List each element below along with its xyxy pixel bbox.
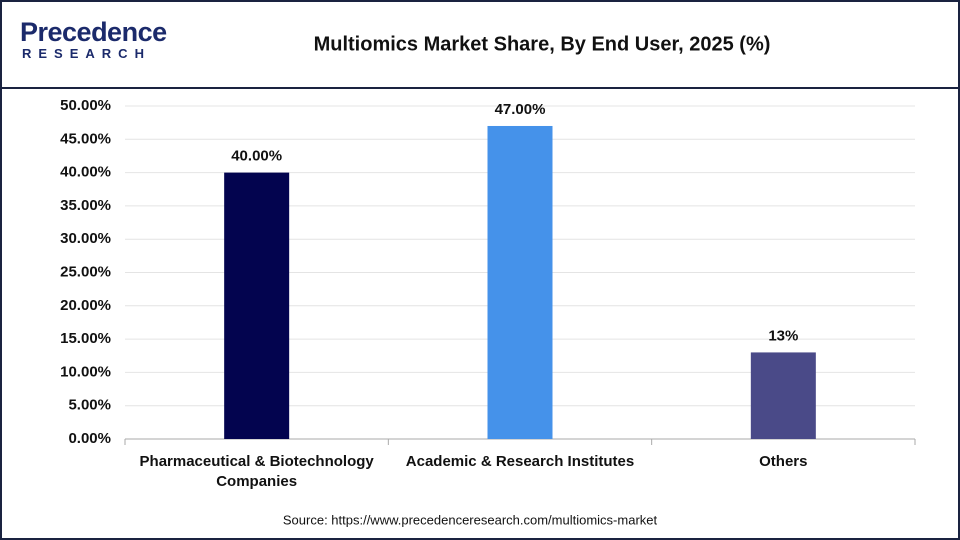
y-tick-label: 15.00% [60, 330, 111, 347]
bar [751, 352, 816, 439]
y-tick-label: 20.00% [60, 297, 111, 314]
bar [488, 126, 553, 439]
y-tick-label: 5.00% [68, 397, 111, 414]
value-label: 47.00% [495, 101, 546, 118]
x-tick-label: Others [652, 452, 914, 472]
y-tick-label: 0.00% [68, 430, 111, 447]
y-tick-label: 35.00% [60, 197, 111, 214]
source: Source: https://www.precedenceresearch.c… [283, 512, 658, 527]
x-tick-label: Academic & Research Institutes [389, 452, 651, 472]
x-tick-label: Pharmaceutical & Biotechnology Companies [126, 452, 388, 492]
y-tick-label: 40.00% [60, 164, 111, 181]
value-label: 13% [768, 327, 798, 344]
y-tick-label: 25.00% [60, 263, 111, 280]
y-tick-label: 30.00% [60, 230, 111, 247]
y-tick-label: 10.00% [60, 363, 111, 380]
chart-title: Multiomics Market Share, By End User, 20… [314, 33, 771, 55]
value-label: 40.00% [231, 148, 282, 165]
y-tick-label: 45.00% [60, 130, 111, 147]
bar [224, 173, 289, 439]
y-tick-label: 50.00% [60, 97, 111, 114]
